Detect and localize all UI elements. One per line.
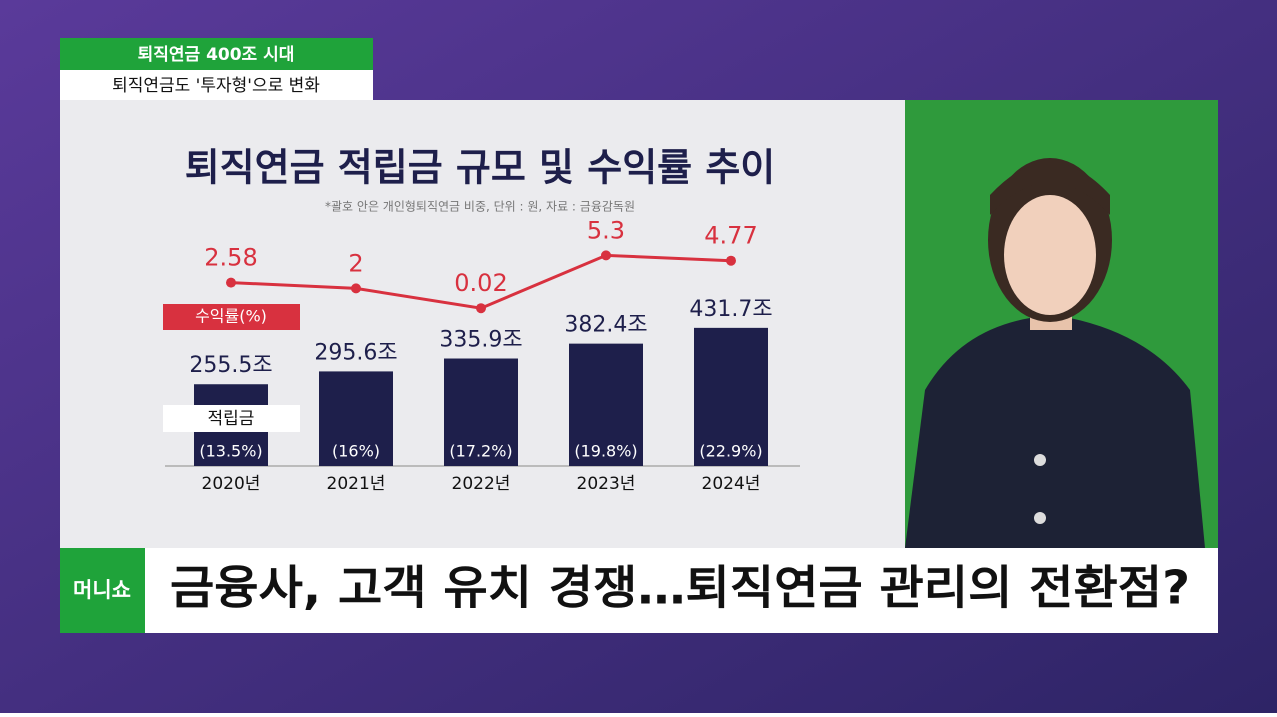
line-point [351,283,361,294]
chart: 2020년 2021년 2022년 2023년 2024년 255.5조 (13.5%) 29… [163,216,773,494]
chart-title: 퇴직연금 적립금 규모 및 수익률 추이 [185,146,776,190]
x-tick-label: 2021년 [327,474,386,494]
x-tick-label: 2024년 [702,474,761,494]
line-value-label: 4.77 [704,222,757,250]
share-label: (22.9%) [699,442,762,461]
line-value-label: 0.02 [454,269,507,297]
share-label: (13.5%) [199,442,262,461]
x-tick-label: 2020년 [202,474,261,494]
presenter [905,158,1205,548]
bar-value-label: 255.5조 [189,353,272,378]
line-point [726,255,736,266]
x-tick-label: 2023년 [577,474,636,494]
line-value-label: 2.58 [204,244,257,272]
caption-sub: 퇴직연금도 '투자형'으로 변화 [112,76,320,96]
line-point [476,303,486,314]
bar [569,343,643,466]
share-label: (16%) [332,442,380,461]
bar-value-label: 382.4조 [564,313,647,338]
line-value-label: 5.3 [587,216,625,244]
legend-box [163,304,300,330]
caption-top-box [60,38,373,70]
bar-value-label: 431.7조 [689,297,772,322]
logo: 머니쇼 [73,578,131,602]
legend-label: 수익률(%) [195,307,267,326]
bar-value-label: 295.6조 [314,340,397,365]
bar [694,327,768,466]
line-point [226,277,236,288]
headline: 금융사, 고객 유치 경쟁…퇴직연금 관리의 전환점? [170,561,1190,615]
line-value-label: 2 [348,249,363,277]
bar [319,371,393,466]
legend-box [163,405,300,432]
caption-top: 퇴직연금 400조 시대 [138,45,295,65]
share-label: (17.2%) [449,442,512,461]
bar [444,358,518,466]
legend-label: 적립금 [208,409,255,429]
logo-box [60,548,145,633]
x-tick-label: 2022년 [452,474,511,494]
share-label: (19.8%) [574,442,637,461]
chart-subtitle: *괄호 안은 개인형퇴직연금 비중, 단위 : 원, 자료 : 금융감독원 [325,200,635,214]
headline-box [145,548,1218,633]
bar-value-label: 335.9조 [439,328,522,353]
line-point [601,250,611,261]
caption-sub-box [60,70,373,100]
